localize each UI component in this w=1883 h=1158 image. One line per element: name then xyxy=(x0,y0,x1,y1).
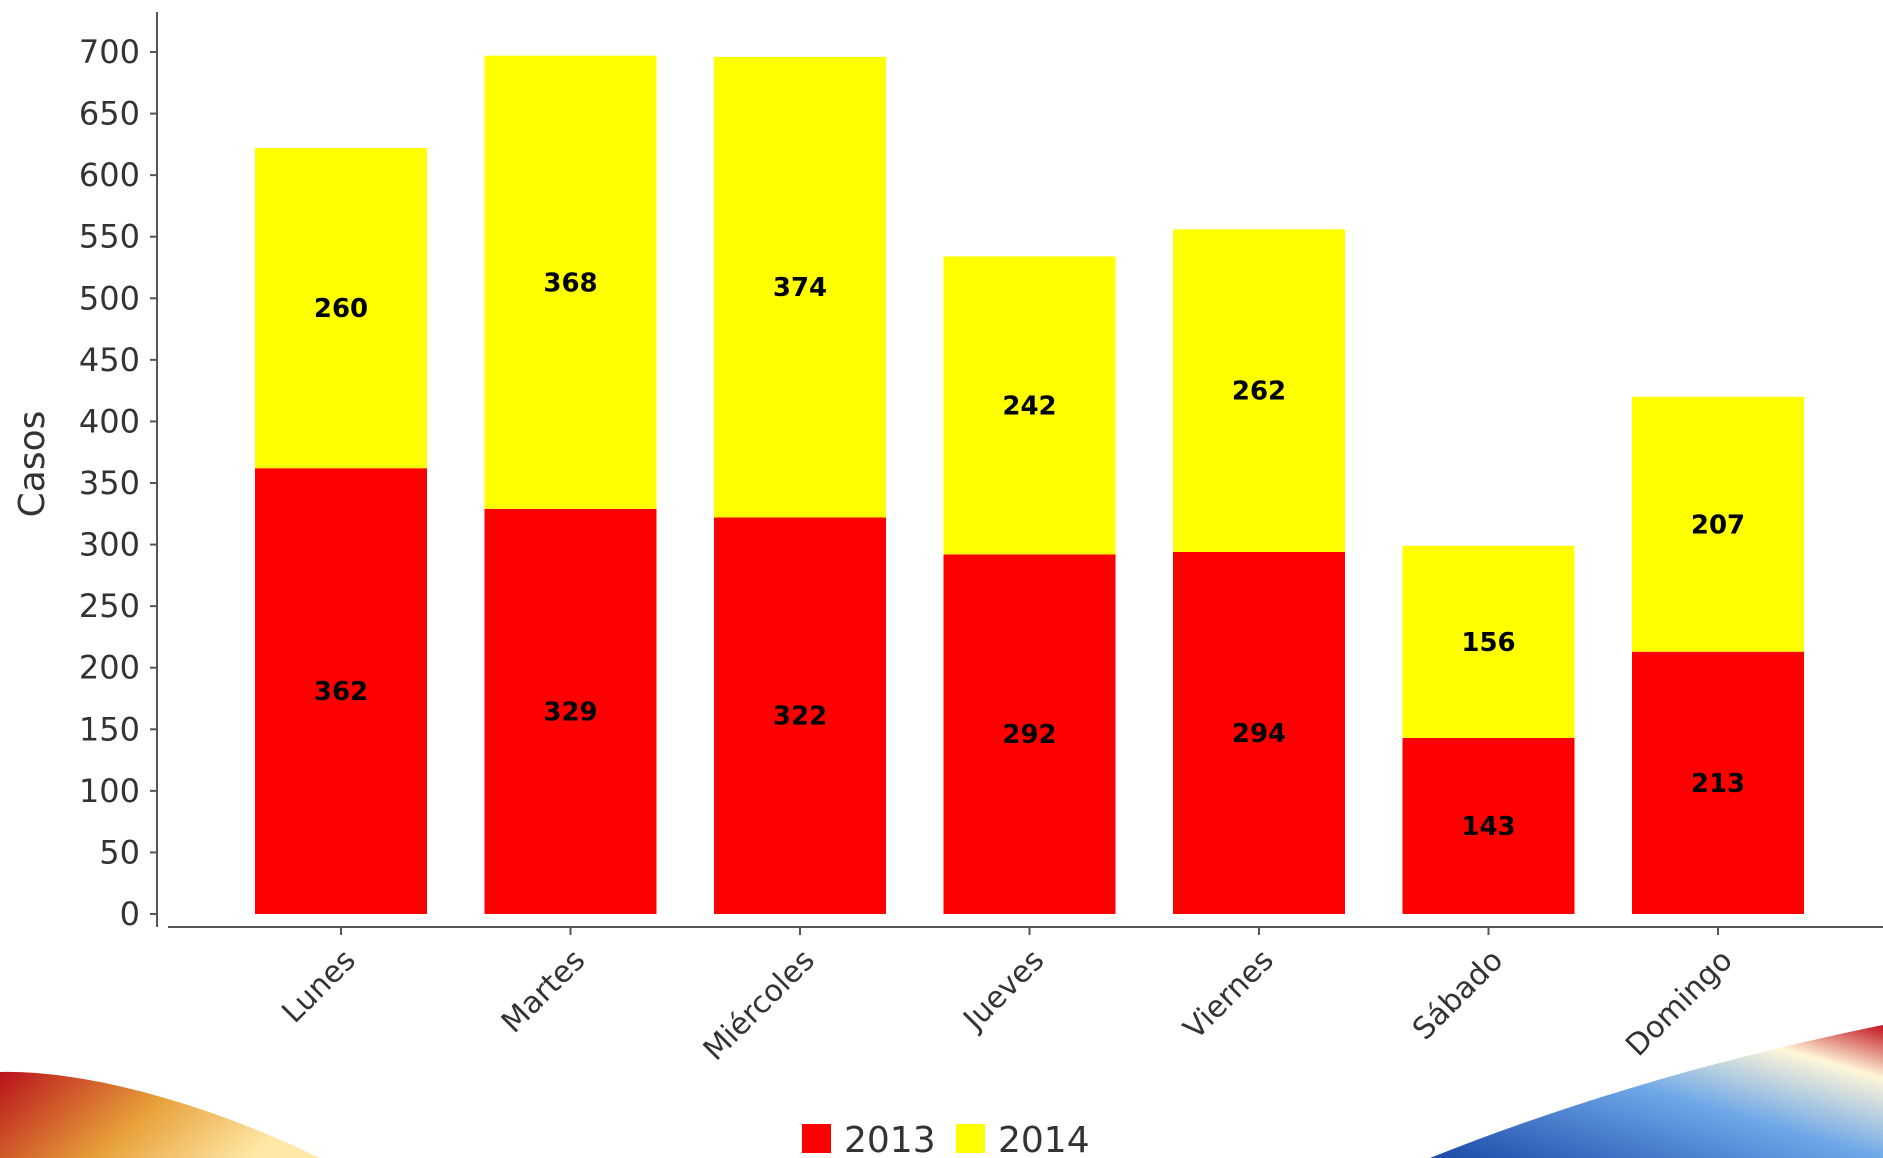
y-tick-label: 0 xyxy=(120,895,140,933)
y-tick-label: 100 xyxy=(79,772,140,810)
bar-2014-martes xyxy=(484,55,657,509)
bar-2013-miércoles xyxy=(714,517,886,914)
y-tick-label: 400 xyxy=(79,402,140,440)
x-tick-label: Sábado xyxy=(1406,943,1510,1047)
bar-2013-martes xyxy=(484,508,657,914)
bar-2014-sábado xyxy=(1402,545,1575,738)
y-tick-label: 600 xyxy=(79,156,140,194)
y-axis-ticks: 0 50 100 150 200 250 300 350 400 450 500 550 600 650 7… xyxy=(79,33,157,933)
y-tick-label: 150 xyxy=(79,710,140,748)
data-label: 292 xyxy=(1002,720,1056,750)
y-tick-label: 450 xyxy=(79,341,140,379)
x-tick-label: Miércoles xyxy=(697,943,822,1068)
bar-2014-miércoles xyxy=(714,56,886,518)
data-label: 213 xyxy=(1691,769,1745,799)
y-tick-label: 300 xyxy=(79,526,140,564)
bar-2013-sábado xyxy=(1402,737,1575,914)
legend-label: 2014 xyxy=(998,1120,1090,1158)
data-label: 329 xyxy=(543,697,597,727)
x-axis-labels: Lunes Martes Miércoles Jueves Viernes Sábado D… xyxy=(275,927,1740,1068)
bar-2013-viernes xyxy=(1173,551,1345,914)
x-tick-label: Jueves xyxy=(956,943,1052,1039)
bar-2014-viernes xyxy=(1173,229,1345,552)
data-label: 322 xyxy=(773,702,827,732)
data-label: 262 xyxy=(1232,377,1286,407)
data-label: 374 xyxy=(773,273,827,303)
data-label: 368 xyxy=(543,268,597,298)
y-tick-label: 700 xyxy=(79,33,140,71)
data-label: 207 xyxy=(1691,510,1745,540)
y-tick-label: 500 xyxy=(79,279,140,317)
data-label: 242 xyxy=(1002,391,1056,421)
data-label: 156 xyxy=(1461,628,1515,658)
legend: 2013 2014 xyxy=(802,1120,1090,1158)
bars: 362 260 329 368 322 374 292 242 294 262 143 156 213 2… xyxy=(255,55,1804,914)
decorative-swoosh-right xyxy=(1430,1025,1883,1158)
bar-2014-domingo xyxy=(1632,396,1804,652)
y-tick-label: 250 xyxy=(79,587,140,625)
y-tick-label: 50 xyxy=(99,833,140,871)
data-label: 260 xyxy=(314,294,368,324)
y-tick-label: 200 xyxy=(79,649,140,687)
y-tick-label: 650 xyxy=(79,95,140,133)
legend-swatch-2013 xyxy=(802,1124,831,1153)
legend-swatch-2014 xyxy=(956,1124,985,1153)
x-tick-label: Lunes xyxy=(275,943,362,1030)
y-tick-label: 350 xyxy=(79,464,140,502)
x-tick-label: Viernes xyxy=(1177,943,1281,1047)
bar-2013-lunes xyxy=(255,468,427,914)
legend-label: 2013 xyxy=(844,1120,936,1158)
y-axis-title: Casos xyxy=(12,411,53,518)
decorative-swoosh-left xyxy=(0,1071,320,1158)
bar-2014-lunes xyxy=(255,148,427,469)
bar-2013-jueves xyxy=(943,554,1116,914)
x-tick-label: Domingo xyxy=(1619,943,1740,1064)
data-label: 362 xyxy=(314,677,368,707)
y-tick-label: 550 xyxy=(79,218,140,256)
data-label: 143 xyxy=(1461,812,1515,842)
x-tick-label: Martes xyxy=(495,943,592,1040)
bar-2013-domingo xyxy=(1632,651,1804,914)
data-label: 294 xyxy=(1232,719,1286,749)
bar-2014-jueves xyxy=(943,256,1116,555)
